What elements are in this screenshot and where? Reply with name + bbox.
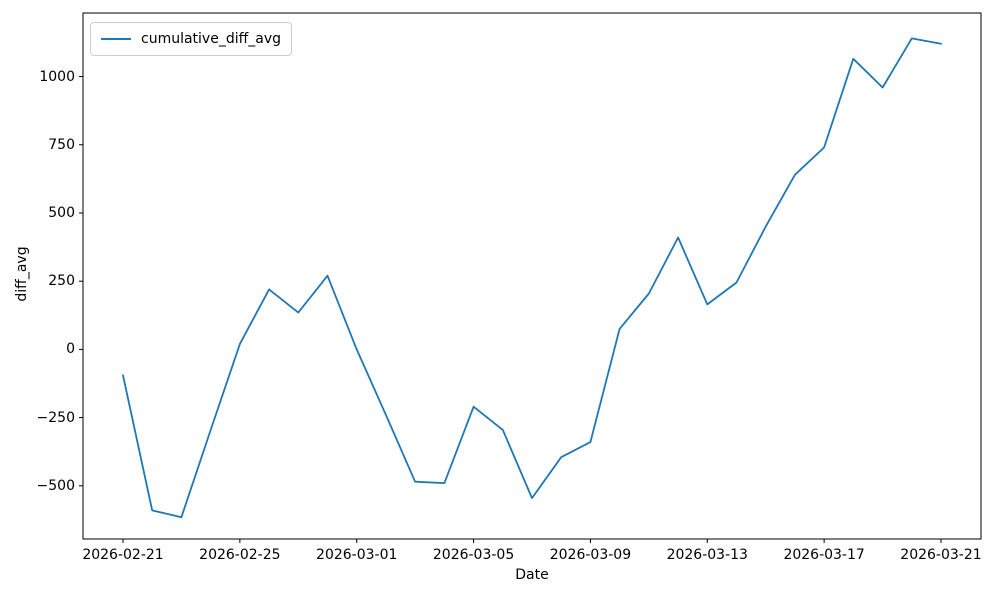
x-tick-label: 2026-03-21 (900, 547, 982, 563)
y-tick-label: 1000 (39, 68, 75, 85)
x-tick-label: 2026-03-13 (666, 547, 748, 563)
y-tick-label: 250 (48, 273, 75, 290)
legend-entry-label: cumulative_diff_avg (141, 31, 281, 47)
legend: cumulative_diff_avg (90, 22, 292, 56)
axes-frame (82, 12, 982, 540)
y-tick-label: 500 (48, 204, 75, 221)
x-tick-label: 2026-03-09 (549, 547, 632, 563)
y-axis-label: diff_avg (14, 246, 30, 302)
x-tick-label: 2026-02-25 (199, 547, 281, 563)
y-tick-label: 0 (66, 341, 75, 358)
x-axis-label: Date (515, 567, 549, 583)
y-tick-label: −500 (36, 477, 75, 494)
x-tick-label: 2026-03-01 (316, 547, 398, 563)
x-tick-label: 2026-03-17 (783, 547, 865, 563)
x-tick-label: 2026-02-21 (82, 547, 164, 563)
series-line-cumulative-diff-avg (122, 37, 942, 519)
x-tick-label: 2026-03-05 (432, 547, 515, 563)
y-tick-label: 750 (48, 136, 75, 153)
y-tick-label: −250 (36, 409, 75, 426)
legend-line-sample (101, 38, 131, 40)
